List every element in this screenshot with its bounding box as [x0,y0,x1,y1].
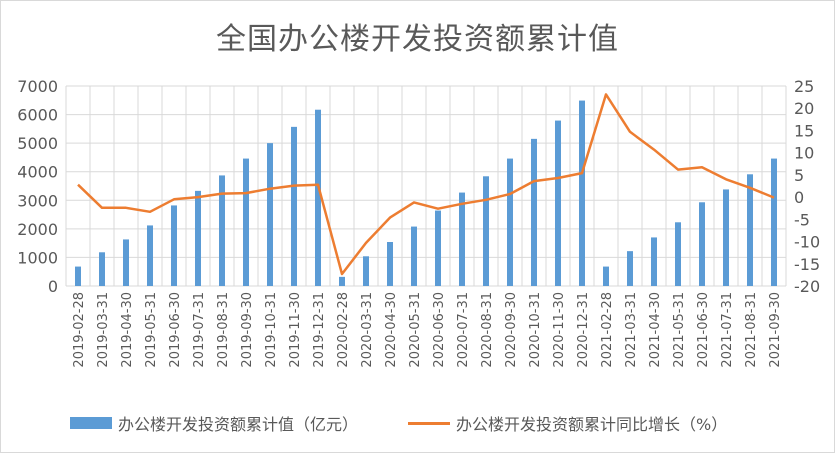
x-tick-label: 2020-09-30 [504,292,519,368]
y-right-tick-label: 25 [794,77,814,96]
x-tick-label: 2021-09-30 [768,292,783,368]
bar [747,174,753,286]
x-tick-label: 2021-02-28 [600,292,615,368]
bar [195,190,201,286]
legend: 办公楼开发投资额累计值（亿元） 办公楼开发投资额累计同比增长（%） [0,408,835,438]
x-tick-label: 2021-07-31 [720,292,735,368]
bar [723,189,729,286]
bar [243,158,249,286]
legend-item-line: 办公楼开发投资额累计同比增长（%） [408,408,727,438]
x-tick-label: 2020-07-31 [456,292,471,368]
bar [483,176,489,286]
x-tick-label: 2021-04-30 [648,292,663,368]
bar [459,192,465,286]
bar [579,100,585,286]
chart-title: 全国办公楼开发投资额累计值 [216,22,619,57]
y-left-tick-label: 4000 [17,163,58,182]
bar [555,120,561,286]
legend-bar-label: 办公楼开发投资额累计值（亿元） [118,415,359,434]
bar [699,202,705,286]
x-tick-label: 2019-03-31 [96,292,111,368]
x-tick-label: 2020-03-31 [360,292,375,368]
y-right-tick-label: 15 [794,121,814,140]
x-tick-label: 2019-04-30 [120,292,135,368]
legend-line-label: 办公楼开发投资额累计同比增长（%） [456,415,728,434]
y-left-tick-label: 1000 [17,248,58,267]
bar [147,225,153,286]
x-tick-label: 2019-12-31 [312,292,327,368]
bar [435,210,441,286]
x-tick-label: 2019-09-30 [240,292,255,368]
y-right-tick-label: -5 [794,210,810,229]
x-tick-label: 2020-04-30 [384,292,399,368]
x-tick-label: 2020-11-30 [552,292,567,368]
x-tick-label: 2021-03-31 [624,292,639,368]
bar [339,276,345,286]
legend-line-swatch [408,421,450,425]
y-right-tick-label: 10 [794,144,814,163]
bar [315,109,321,286]
y-left-tick-label: 5000 [17,134,58,153]
x-tick-label: 2020-12-31 [576,292,591,368]
y-left-tick-label: 6000 [17,106,58,125]
bar [507,158,513,286]
y-left-tick-label: 7000 [17,77,58,96]
x-tick-label: 2020-02-28 [336,292,351,368]
x-tick-label: 2019-02-28 [72,292,87,368]
x-tick-label: 2021-06-30 [696,292,711,368]
bar [675,222,681,286]
x-tick-label: 2019-10-31 [264,292,279,368]
y-right-tick-label: -20 [794,277,820,296]
bar [531,138,537,286]
x-tick-label: 2020-05-31 [408,292,423,368]
y-right-tick-label: 20 [794,99,814,118]
bar [627,251,633,286]
bar [651,237,657,286]
bar [603,266,609,286]
x-tick-label: 2021-08-31 [744,292,759,368]
growth-line [77,93,775,276]
bar [219,175,225,286]
y-left-tick-label: 2000 [17,220,58,239]
x-tick-label: 2021-05-31 [672,292,687,368]
bar [363,256,369,286]
x-tick-label: 2020-10-31 [528,292,543,368]
y-right-tick-label: 5 [794,166,804,185]
bar [99,252,105,286]
y-right-tick-label: -10 [794,233,820,252]
y-right-tick-label: 0 [794,188,804,207]
bar [75,266,81,286]
legend-bar-swatch [70,417,112,429]
bar [267,143,273,286]
y-left-tick-label: 0 [48,277,58,296]
y-left-tick-label: 3000 [17,191,58,210]
bar [171,205,177,286]
bar [411,226,417,286]
bar [291,126,297,286]
legend-item-bar: 办公楼开发投资额累计值（亿元） [70,408,358,438]
bar [123,239,129,286]
x-tick-label: 2019-05-31 [144,292,159,368]
x-tick-label: 2020-08-31 [480,292,495,368]
bar [771,158,777,286]
bar [387,242,393,286]
x-tick-label: 2020-06-30 [432,292,447,368]
x-tick-label: 2019-11-30 [288,292,303,368]
y-right-tick-label: -15 [794,255,820,274]
x-tick-label: 2019-07-31 [192,292,207,368]
x-tick-label: 2019-08-31 [216,292,231,368]
x-tick-label: 2019-06-30 [168,292,183,368]
